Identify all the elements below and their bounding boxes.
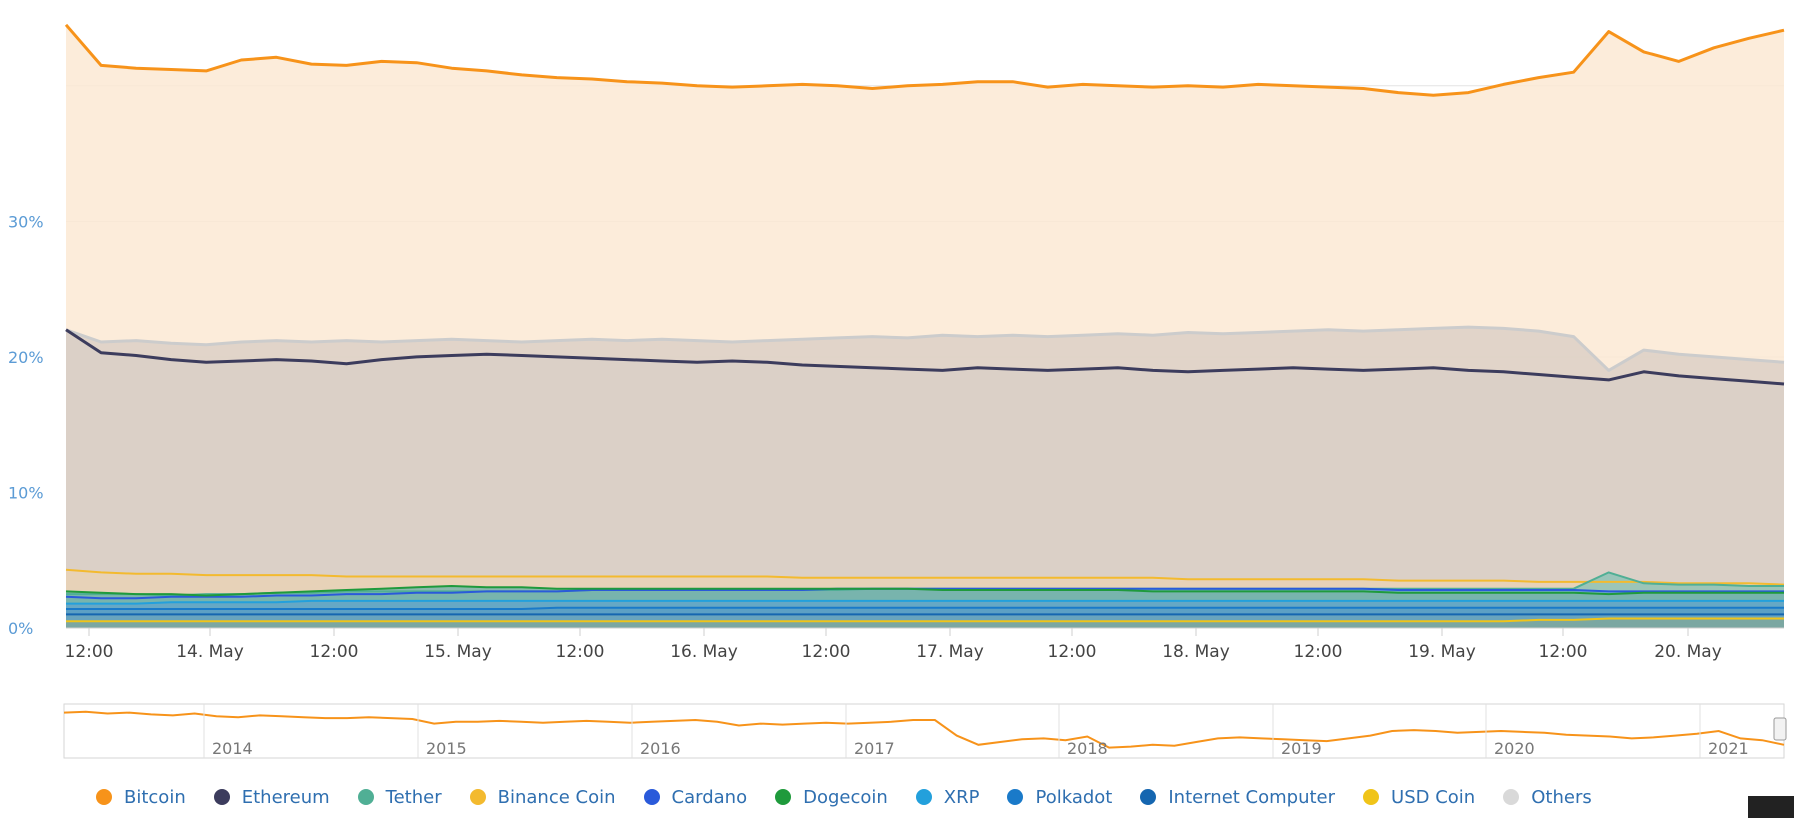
legend-label: Binance Coin: [497, 786, 616, 808]
navigator-year-label: 2014: [212, 739, 253, 758]
navigator-year-label: 2015: [426, 739, 467, 758]
series-line-xrp: [66, 599, 1784, 605]
legend-item-ethereum[interactable]: Ethereum: [213, 786, 330, 808]
legend-item-xrp[interactable]: XRP: [915, 786, 980, 808]
legend-label: XRP: [943, 786, 980, 808]
navigator-year-label: 2021: [1708, 739, 1749, 758]
series-line-usd-coin: [66, 617, 1784, 623]
legend-label: Ethereum: [241, 786, 330, 808]
legend-item-dogecoin[interactable]: Dogecoin: [775, 787, 888, 808]
series-line-ethereum: [65, 328, 1785, 386]
navigator-year-label: 2017: [854, 739, 895, 758]
legend-swatch: [96, 789, 112, 805]
legend-swatch: [1503, 789, 1520, 805]
legend-item-polkadot[interactable]: Polkadot: [1007, 787, 1112, 808]
legend-swatch: [1007, 789, 1024, 805]
legend-label: Others: [1531, 786, 1592, 808]
series-line-binance-coin: [65, 568, 1785, 586]
legend-label: Cardano: [671, 786, 748, 808]
y-tick-label: 0%: [8, 619, 33, 638]
legend-swatch: [915, 789, 932, 805]
legend-item-tether[interactable]: Tether: [357, 786, 442, 808]
y-tick-label: 30%: [8, 212, 44, 231]
x-tick-label: 12:00: [1539, 642, 1588, 662]
x-tick-label: 12:00: [65, 642, 114, 662]
x-tick-label: 15. May: [424, 642, 492, 662]
x-tick-label: 12:00: [802, 642, 851, 662]
legend-label: Internet Computer: [1168, 786, 1336, 808]
corner-control[interactable]: [1748, 796, 1794, 818]
legend-item-cardano[interactable]: Cardano: [643, 786, 748, 808]
legend-swatch: [1363, 789, 1380, 805]
navigator-line: [63, 710, 1785, 749]
legend-item-bitcoin[interactable]: Bitcoin: [96, 787, 186, 808]
x-tick-label: 12:00: [556, 642, 605, 662]
navigator-year-label: 2020: [1494, 739, 1535, 758]
legend-swatch: [357, 789, 374, 805]
legend-label: Dogecoin: [803, 786, 888, 808]
series-line-polkadot: [66, 606, 1784, 610]
series-line-bitcoin: [64, 23, 1785, 97]
series-line-others: [65, 325, 1785, 372]
legend-label: Polkadot: [1035, 786, 1113, 808]
legend-label: Tether: [385, 786, 442, 808]
x-tick-label: 12:00: [310, 642, 359, 662]
y-tick-label: 10%: [8, 483, 44, 502]
x-tick-label: 19. May: [1408, 642, 1476, 662]
navigator-handle[interactable]: [1773, 717, 1787, 741]
x-tick-label: 20. May: [1654, 642, 1722, 662]
area-ethereum: [66, 329, 1784, 628]
navigator-year-label: 2018: [1067, 739, 1108, 758]
legend-item-others[interactable]: Others: [1503, 787, 1592, 808]
chart-legend: Bitcoin Ethereum Tether Binance Coin Cardano…: [96, 786, 1620, 808]
legend-swatch: [775, 789, 792, 805]
legend-item-usd-coin[interactable]: USD Coin: [1363, 787, 1475, 808]
legend-label: USD Coin: [1391, 786, 1476, 808]
legend-swatch: [1140, 789, 1157, 805]
navigator-year-label: 2016: [640, 739, 681, 758]
navigator-year-label: 2019: [1281, 739, 1322, 758]
series-line-dogecoin: [65, 585, 1784, 597]
legend-swatch: [643, 789, 660, 805]
area-usd-coin: [66, 618, 1784, 628]
x-tick-label: 17. May: [916, 642, 984, 662]
x-tick-label: 14. May: [176, 642, 244, 662]
x-tick-label: 12:00: [1294, 642, 1343, 662]
x-tick-label: 18. May: [1162, 642, 1230, 662]
main-chart[interactable]: 0% 10% 20% 30% 12:00 14. May 12:00 15. May 12:00…: [0, 0, 1794, 690]
x-tick-label: 12:00: [1048, 642, 1097, 662]
y-tick-label: 20%: [8, 348, 44, 367]
x-tick-label: 16. May: [670, 642, 738, 662]
legend-swatch: [213, 789, 230, 805]
navigator-chart[interactable]: 2014 2015 2016 2017 2018 2019 2020 2021: [0, 690, 1794, 760]
legend-item-internet-computer[interactable]: Internet Computer: [1140, 787, 1335, 808]
legend-label: Bitcoin: [124, 786, 186, 808]
legend-item-binance-coin[interactable]: Binance Coin: [469, 786, 616, 808]
legend-swatch: [469, 789, 486, 805]
